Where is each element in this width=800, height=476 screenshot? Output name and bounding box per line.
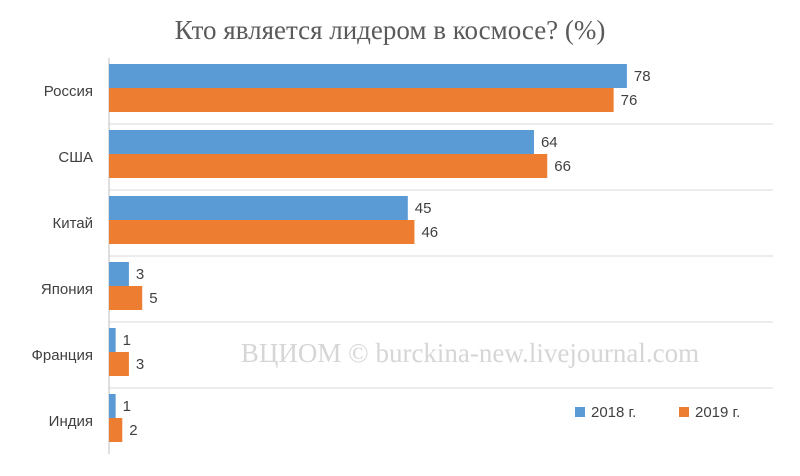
bar-2018 (109, 196, 408, 220)
category-label: Индия (49, 413, 93, 430)
bars-layer (109, 64, 627, 442)
data-label: 5 (149, 290, 157, 307)
legend-swatch (575, 407, 585, 417)
watermark-text: ВЦИОМ © burckina-new.livejournal.com (241, 338, 699, 368)
data-label: 3 (136, 356, 144, 373)
bar-2019 (109, 352, 129, 376)
category-label: США (58, 149, 93, 166)
grid-layer (108, 58, 773, 454)
data-label: 1 (123, 398, 131, 415)
data-label: 64 (541, 134, 558, 151)
data-label: 2 (129, 422, 137, 439)
legend-label: 2018 г. (591, 404, 636, 421)
category-label: Франция (32, 347, 93, 364)
bar-2018 (109, 328, 116, 352)
bar-2018 (109, 262, 129, 286)
bar-2019 (109, 154, 548, 178)
category-label: Япония (41, 281, 93, 298)
labels-layer: Россия7876США6466Китай4546Япония35Франци… (32, 68, 651, 439)
bar-2019 (109, 220, 415, 244)
bar-2019 (109, 418, 123, 442)
bar-2018 (109, 394, 116, 418)
data-label: 45 (415, 200, 432, 217)
legend-label: 2019 г. (695, 404, 740, 421)
data-label: 1 (123, 332, 131, 349)
chart-title: Кто является лидером в космосе? (%) (175, 15, 606, 45)
data-label: 76 (621, 92, 638, 109)
data-label: 46 (421, 224, 438, 241)
bar-2018 (109, 130, 534, 154)
data-label: 3 (136, 266, 144, 283)
data-label: 78 (634, 68, 651, 85)
legend-swatch (679, 407, 689, 417)
bar-2019 (109, 286, 143, 310)
data-label: 66 (554, 158, 571, 175)
category-label: Россия (44, 83, 93, 100)
bar-2019 (109, 88, 614, 112)
legend: 2018 г. 2019 г. (575, 404, 740, 421)
bar-2018 (109, 64, 627, 88)
category-label: Китай (52, 215, 93, 232)
